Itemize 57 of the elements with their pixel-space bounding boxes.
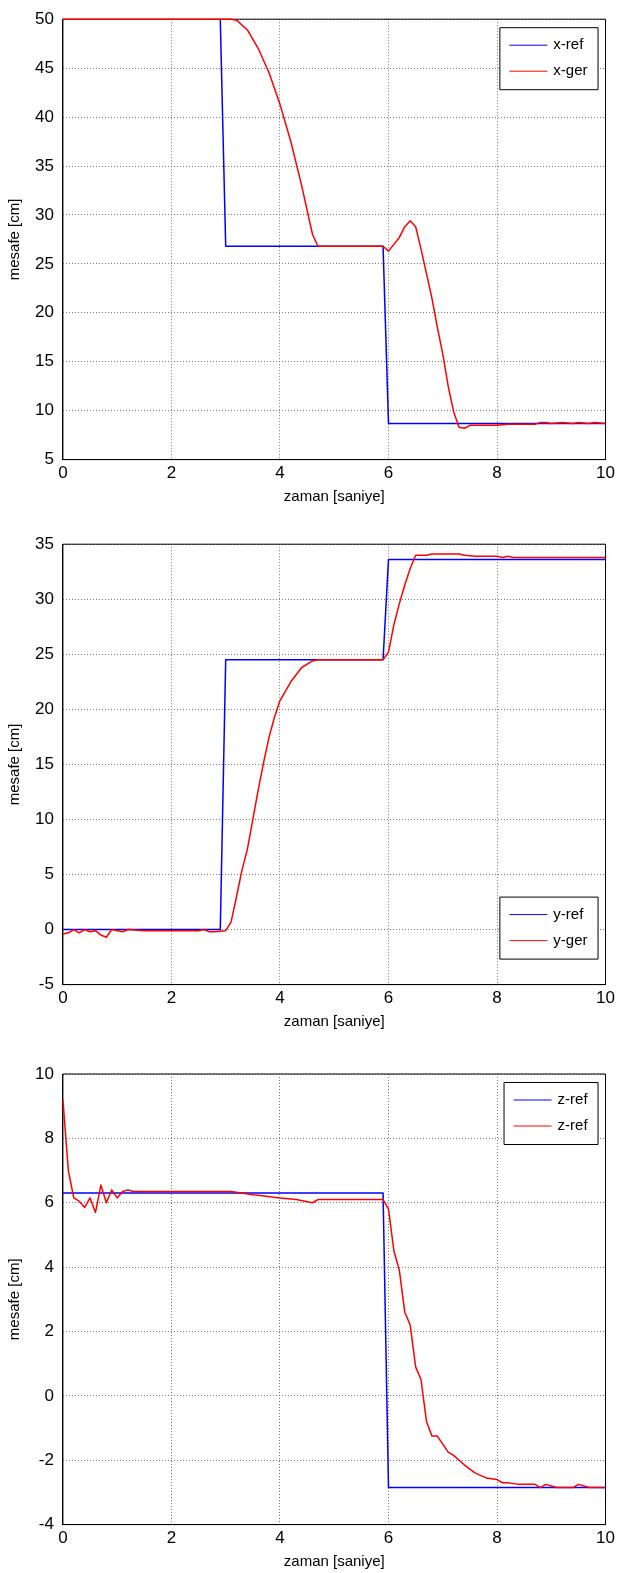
x-tick-label: 4 [275, 988, 285, 1008]
y-axis-title: mesafe [cm] [5, 198, 23, 281]
y-tick-label: 15 [34, 754, 54, 774]
y-tick-label: 10 [34, 809, 54, 829]
y-tick-label: 20 [34, 302, 54, 322]
y-axis-title: mesafe [cm] [5, 1258, 23, 1341]
legend-label: y-ref [553, 904, 585, 922]
x-tick-label: 6 [383, 988, 394, 1008]
x-tick-label: 10 [596, 1528, 616, 1548]
x-tick-label: 4 [275, 463, 285, 483]
y-tick-label: -4 [38, 1514, 54, 1534]
x-tick-label: 10 [596, 463, 616, 483]
y-tick-label: 5 [44, 864, 54, 884]
legend-label: z-ref [557, 1116, 589, 1134]
y-tick-label: 25 [34, 253, 54, 273]
y-tick-label: 15 [34, 351, 54, 371]
x-tick-label: 0 [58, 1528, 68, 1548]
x-axis-title: zaman [saniye] [283, 1552, 385, 1570]
y-tick-label: 8 [44, 1128, 54, 1148]
y-tick-label: 0 [44, 919, 54, 939]
y-tick-label: 10 [34, 400, 54, 420]
x-tick-label: 4 [275, 1528, 285, 1548]
x-tick-label: 8 [492, 1528, 502, 1548]
x-tick-label: 0 [58, 988, 68, 1008]
y-tick-label: 30 [34, 204, 54, 224]
y-tick-label: 35 [34, 533, 54, 553]
y-tick-label: 40 [34, 106, 54, 126]
y-tick-label: 4 [44, 1256, 54, 1276]
y-axis-title: mesafe [cm] [5, 723, 23, 806]
legend-label: y-ger [553, 930, 588, 948]
x-tick-label: 10 [596, 988, 616, 1008]
y-tick-label: 35 [34, 155, 54, 175]
y-tick-label: 20 [34, 699, 54, 719]
y-tick-label: 30 [34, 588, 54, 608]
x-tick-label: 0 [58, 463, 68, 483]
x-tick-label: 8 [492, 988, 502, 1008]
x-tick-label: 2 [166, 988, 177, 1008]
x-tick-label: 6 [383, 1528, 394, 1548]
y-tick-label: 10 [34, 1063, 54, 1083]
y-tick-label: -5 [38, 974, 54, 994]
y-tick-label: 2 [44, 1321, 54, 1341]
legend-label: x-ref [553, 35, 585, 53]
x-axis-title: zaman [saniye] [283, 487, 385, 505]
x-tick-label: 2 [166, 463, 177, 483]
y-tick-label: 45 [34, 57, 54, 77]
y-tick-label: -2 [38, 1449, 54, 1469]
x-tick-label: 8 [492, 463, 502, 483]
y-tick-label: 6 [44, 1192, 54, 1212]
legend-label: z-ref [557, 1090, 589, 1108]
x-tick-label: 6 [383, 463, 394, 483]
y-tick-label: 0 [44, 1385, 54, 1405]
y-tick-label: 50 [34, 8, 54, 28]
y-tick-label: 5 [44, 449, 54, 469]
x-tick-label: 2 [166, 1528, 177, 1548]
y-tick-label: 25 [34, 643, 54, 663]
legend-label: x-ger [553, 61, 588, 79]
x-axis-title: zaman [saniye] [283, 1012, 385, 1030]
